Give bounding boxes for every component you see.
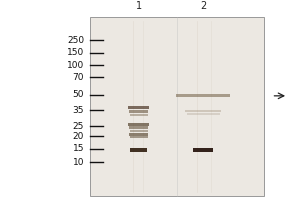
Bar xyxy=(128,123,149,126)
Bar xyxy=(130,114,148,116)
Text: 25: 25 xyxy=(73,122,84,131)
Bar xyxy=(176,94,230,97)
Bar xyxy=(129,110,148,113)
Bar xyxy=(129,126,148,129)
Text: 2: 2 xyxy=(200,1,206,11)
Bar xyxy=(130,130,148,132)
Text: 15: 15 xyxy=(73,144,84,153)
Text: 35: 35 xyxy=(73,106,84,115)
Bar xyxy=(185,110,221,112)
Bar xyxy=(130,136,148,138)
Text: 70: 70 xyxy=(73,73,84,82)
Bar xyxy=(130,148,147,152)
Text: 1: 1 xyxy=(136,1,142,11)
Text: 50: 50 xyxy=(73,90,84,99)
Text: 20: 20 xyxy=(73,132,84,141)
Bar xyxy=(129,133,148,136)
Bar xyxy=(194,148,213,152)
Bar xyxy=(187,113,220,115)
Text: 250: 250 xyxy=(67,36,84,45)
Text: 10: 10 xyxy=(73,158,84,167)
Text: 150: 150 xyxy=(67,48,84,57)
Bar xyxy=(128,106,149,109)
Text: 100: 100 xyxy=(67,61,84,70)
Bar xyxy=(90,17,264,196)
